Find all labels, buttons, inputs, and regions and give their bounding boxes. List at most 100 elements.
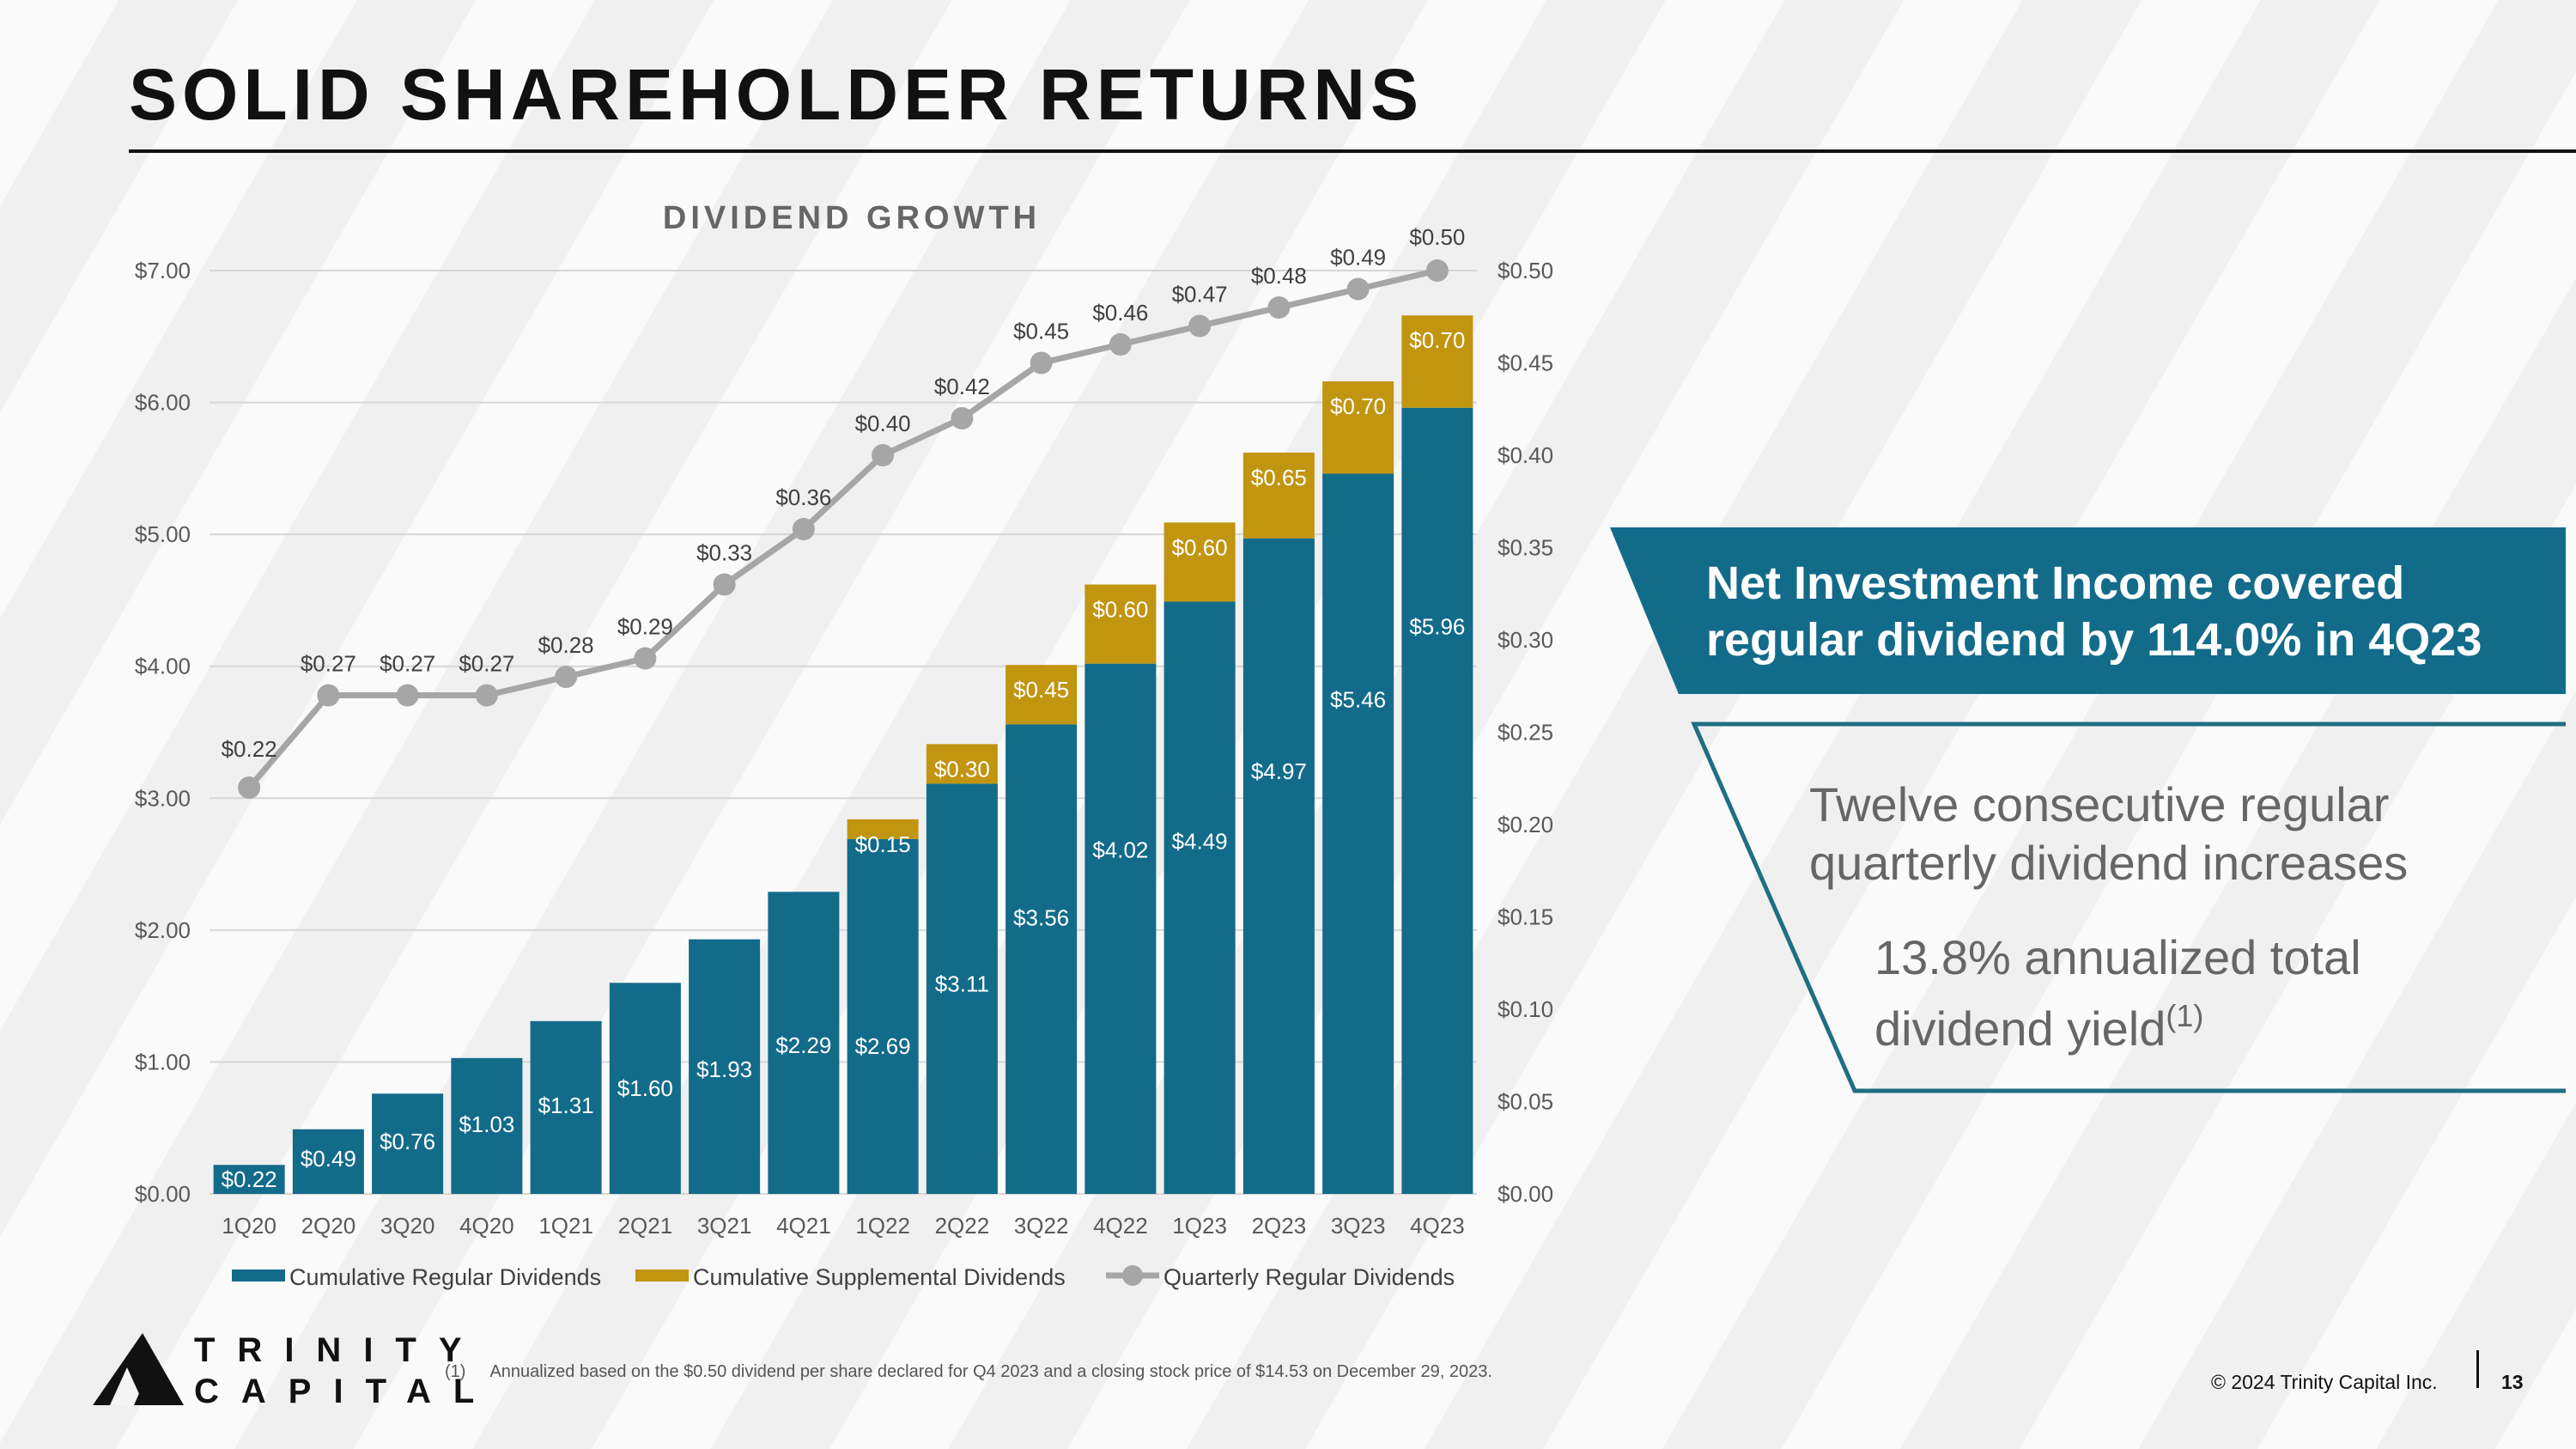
copyright: © 2024 Trinity Capital Inc. xyxy=(2211,1371,2438,1393)
line-data-label: $0.28 xyxy=(538,632,594,658)
line-point xyxy=(1188,314,1212,338)
regular-data-label: $1.03 xyxy=(459,1111,514,1137)
supplemental-data-label: $0.30 xyxy=(934,756,990,782)
callout-frame-secondary xyxy=(1691,721,2566,1093)
line-point xyxy=(1267,296,1291,319)
right-axis-tick: $0.10 xyxy=(1498,996,1553,1022)
legend-swatch-line-marker xyxy=(1122,1265,1143,1286)
page-number-divider xyxy=(2476,1350,2479,1388)
regular-data-label: $4.02 xyxy=(1092,837,1148,863)
x-axis-tick: 1Q22 xyxy=(855,1213,910,1239)
page-number: 13 xyxy=(2501,1371,2524,1393)
right-axis-tick: $0.25 xyxy=(1498,720,1553,746)
footnote-marker: (1) xyxy=(445,1362,466,1381)
x-axis-tick: 4Q20 xyxy=(459,1213,514,1239)
bar-regular xyxy=(1322,473,1394,1194)
x-axis-tick: 2Q20 xyxy=(301,1213,356,1239)
line-point xyxy=(475,684,498,707)
chart-title: DIVIDEND GROWTH xyxy=(663,200,1041,236)
regular-data-label: $5.46 xyxy=(1330,687,1386,713)
x-axis-tick: 2Q23 xyxy=(1252,1213,1307,1239)
left-axis-tick: $6.00 xyxy=(135,390,191,416)
x-axis-tick: 3Q21 xyxy=(697,1213,752,1239)
regular-data-label: $1.60 xyxy=(617,1075,673,1101)
line-data-label: $0.48 xyxy=(1251,263,1307,289)
line-data-label: $0.49 xyxy=(1330,245,1386,271)
line-data-label: $0.33 xyxy=(696,540,752,566)
line-data-label: $0.50 xyxy=(1409,224,1465,250)
regular-data-label: $0.22 xyxy=(222,1166,277,1192)
regular-data-label: $0.49 xyxy=(301,1146,356,1172)
bar-supplemental xyxy=(1005,665,1078,725)
x-axis-tick: 3Q22 xyxy=(1014,1213,1069,1239)
regular-data-label: $3.56 xyxy=(1013,904,1069,930)
footnote: (1) Annualized based on the $0.50 dividen… xyxy=(445,1362,1492,1382)
page-title: SOLID SHAREHOLDER RETURNS xyxy=(129,54,1425,135)
legend-label-regular: Cumulative Regular Dividends xyxy=(289,1264,601,1290)
legend-swatch-regular xyxy=(232,1269,285,1282)
supplemental-data-label: $0.60 xyxy=(1092,597,1148,623)
logo-text-line2: CAPITAL xyxy=(194,1373,497,1410)
x-axis-tick: 1Q20 xyxy=(222,1213,276,1239)
right-axis-tick: $0.05 xyxy=(1498,1089,1553,1115)
line-point xyxy=(317,684,340,707)
supplemental-data-label: $0.70 xyxy=(1409,327,1465,353)
bar-regular xyxy=(1163,601,1236,1194)
x-axis-tick: 4Q22 xyxy=(1093,1213,1148,1239)
left-axis-tick: $3.00 xyxy=(135,785,191,811)
line-data-label: $0.27 xyxy=(301,651,356,677)
supplemental-data-label: $0.15 xyxy=(855,831,911,857)
legend-label-line: Quarterly Regular Dividends xyxy=(1163,1264,1455,1290)
left-axis-tick: $0.00 xyxy=(135,1181,191,1207)
right-axis-tick: $0.35 xyxy=(1498,535,1553,561)
bar-regular xyxy=(768,892,840,1194)
callout-primary-text: Net Investment Income covered regular di… xyxy=(1706,557,2482,666)
bar-regular xyxy=(689,939,761,1194)
regular-data-label: $1.31 xyxy=(538,1093,594,1118)
line-data-label: $0.36 xyxy=(775,484,831,510)
line-point xyxy=(951,407,974,429)
right-axis-tick: $0.50 xyxy=(1498,258,1553,283)
supplemental-data-label: $0.60 xyxy=(1172,534,1228,560)
callout-tertiary-text: 13.8% annualized total dividend yield(1) xyxy=(1874,928,2476,1058)
supplemental-data-label: $0.70 xyxy=(1330,393,1386,419)
line-quarterly-regular xyxy=(246,267,1438,790)
line-point xyxy=(1425,259,1449,282)
line-data-label: $0.47 xyxy=(1172,282,1228,307)
bar-regular xyxy=(926,783,998,1194)
x-axis-tick: 2Q21 xyxy=(618,1213,673,1239)
line-point xyxy=(555,666,578,688)
line-point xyxy=(634,647,657,670)
right-axis-tick: $0.40 xyxy=(1498,442,1553,468)
line-point xyxy=(1346,277,1370,301)
bar-supplemental xyxy=(1163,522,1236,602)
bar-regular xyxy=(847,838,919,1194)
bar-supplemental xyxy=(926,744,998,784)
regular-data-label: $0.76 xyxy=(380,1129,435,1154)
regular-data-label: $3.11 xyxy=(935,971,989,996)
logo-text-line1: TRINITY xyxy=(194,1331,484,1369)
bar-regular xyxy=(451,1057,523,1194)
line-point xyxy=(396,684,419,707)
bar-supplemental xyxy=(1322,381,1394,474)
line-data-label: $0.42 xyxy=(934,374,990,399)
bar-supplemental xyxy=(1084,584,1157,664)
line-data-label: $0.22 xyxy=(222,736,277,762)
line-point xyxy=(1030,351,1053,374)
bar-regular xyxy=(372,1093,444,1194)
legend-swatch-supplemental xyxy=(635,1269,689,1282)
right-axis-tick: $0.20 xyxy=(1498,812,1553,837)
bar-regular xyxy=(292,1129,364,1194)
left-axis-tick: $1.00 xyxy=(135,1049,191,1075)
callout-tertiary-footnote-ref: (1) xyxy=(2166,998,2204,1033)
line-data-label: $0.40 xyxy=(855,411,911,436)
bar-regular xyxy=(530,1020,602,1194)
x-axis-tick: 1Q23 xyxy=(1172,1213,1227,1239)
line-point xyxy=(713,573,736,596)
regular-data-label: $4.97 xyxy=(1251,758,1307,784)
bar-supplemental xyxy=(1401,315,1473,408)
right-axis-tick: $0.30 xyxy=(1498,627,1553,653)
line-data-label: $0.29 xyxy=(617,614,673,640)
